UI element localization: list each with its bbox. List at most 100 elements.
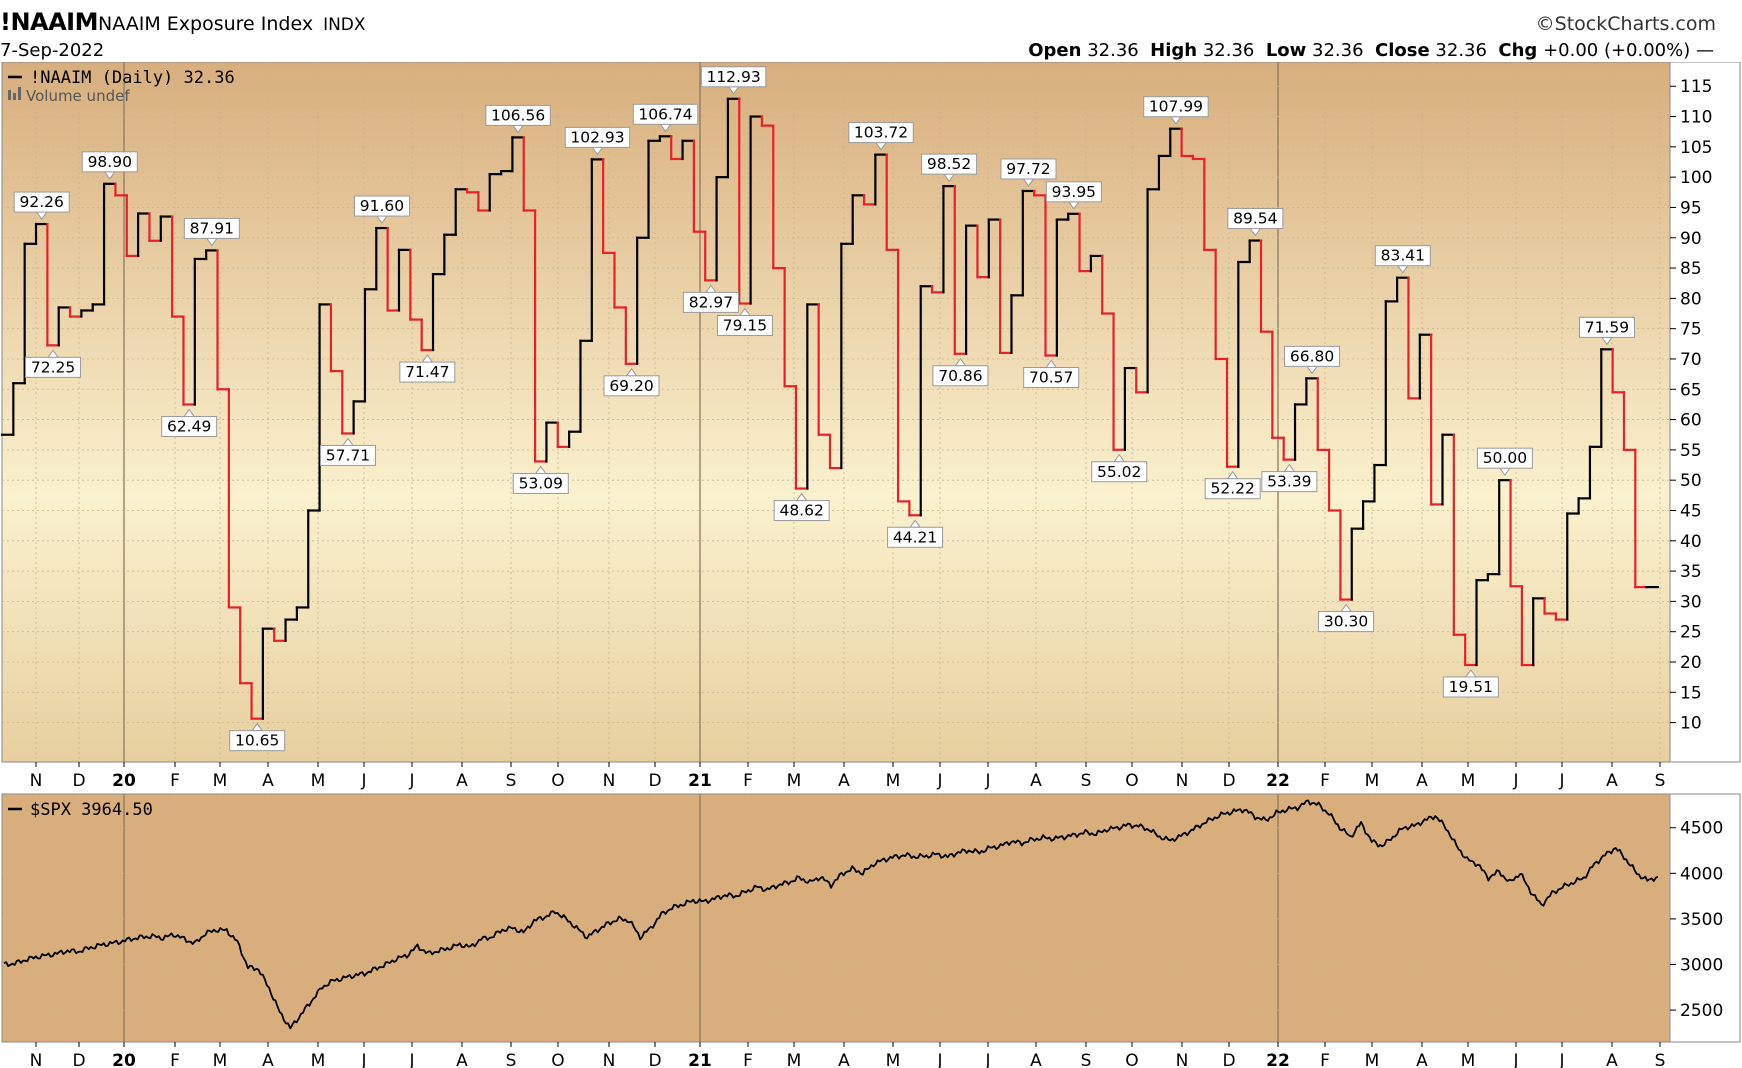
data-label-box	[399, 361, 456, 383]
y-tick-label: 4000	[1680, 864, 1723, 884]
x-tick-label: N	[1176, 1051, 1189, 1068]
data-label-text: 79.15	[723, 317, 767, 335]
open-value: 32.36	[1087, 40, 1139, 61]
data-label-box	[81, 151, 138, 173]
x-tick-label: N	[603, 1051, 616, 1068]
data-label-text: 48.62	[779, 502, 823, 520]
data-label-box	[773, 500, 830, 522]
data-label-box	[887, 526, 944, 548]
x-tick-label: S	[1081, 771, 1092, 791]
x-tick-label: J	[408, 1051, 414, 1068]
x-tick-label: M	[1461, 1051, 1476, 1068]
volume-icon-bar	[13, 93, 16, 100]
y-tick-label: 35	[1680, 562, 1702, 582]
x-tick-label: 21	[688, 771, 712, 791]
naaim-panel[interactable]: 10 15 20 25 30 35 40 45 50 55 60 65 70 75 80 85 90 95 100 1…	[0, 62, 1741, 763]
x-tick-label: A	[1606, 771, 1618, 791]
data-label-box	[319, 444, 376, 466]
x-tick-label: J	[984, 1051, 990, 1068]
legend-volume-label: Volume undef	[26, 87, 130, 105]
data-label: 83.41	[1374, 245, 1431, 274]
x-tick-label: D	[1222, 1051, 1235, 1068]
stockcharts-credit[interactable]: ©StockCharts.com	[1535, 13, 1716, 35]
data-label: 89.54	[1227, 208, 1284, 237]
x-tick-label: N	[30, 771, 43, 791]
data-label-box	[1374, 245, 1431, 267]
x-tick-label: S	[1081, 1051, 1092, 1068]
x-tick-label: 20	[112, 1051, 136, 1068]
x-tick-label: J	[408, 771, 414, 791]
data-label-text: 89.54	[1233, 210, 1277, 228]
y-tick-label: 3500	[1680, 910, 1723, 930]
data-label-text: 69.20	[609, 377, 653, 395]
low-label: Low	[1265, 40, 1307, 61]
y-tick-label: 55	[1680, 441, 1702, 461]
x-tick-label: M	[213, 771, 228, 791]
y-tick-label: 15	[1680, 683, 1702, 703]
x-tick-label: J	[984, 771, 990, 791]
x-tick-label: A	[1606, 1051, 1618, 1068]
symbol-name: NAAIM Exposure Index	[98, 13, 314, 35]
data-label: 82.97	[682, 284, 739, 313]
y-tick-label: 50	[1680, 471, 1702, 491]
legend-label: $SPX 3964.50	[30, 800, 153, 820]
x-tick-label: F	[1320, 1051, 1330, 1068]
data-label-text: 70.57	[1029, 369, 1073, 387]
data-label: 107.99	[1143, 96, 1209, 125]
data-label-box	[1143, 96, 1209, 118]
spx-panel[interactable]: 2500 3000 3500 4000 4500 $SPX 3964.50	[1, 793, 1741, 1043]
high-value: 32.36	[1202, 40, 1255, 61]
data-label-text: 103.72	[854, 124, 908, 142]
naaim-x-axis: N D 20 F M A M J J A S O N D 21 F M A M J J A S O N D 22 F M A M J J A S	[30, 762, 1666, 791]
data-label-text: 62.49	[167, 417, 211, 435]
x-tick-label: J	[360, 771, 366, 791]
data-label: 10.65	[229, 722, 286, 752]
data-label-box	[1442, 676, 1499, 698]
y-tick-label: 95	[1680, 198, 1702, 218]
x-tick-label: J	[1512, 771, 1518, 791]
chart-svg[interactable]: 10 15 20 25 30 35 40 45 50 55 60 65 70 75 80 85 90 95 100 1…	[0, 62, 1742, 1068]
data-label-text: 107.99	[1149, 98, 1203, 116]
y-axis-strip	[1669, 62, 1741, 763]
x-tick-label: D	[648, 771, 661, 791]
y-tick-label: 80	[1680, 289, 1702, 309]
symbol-description: NAAIM Exposure Index INDX	[98, 13, 366, 35]
data-label-text: 93.95	[1052, 183, 1096, 201]
spx-x-axis: N D 20 F M A M J J A S O N D 21 F M A M J J A S O N D 22 F M A M J J A S	[30, 1042, 1665, 1068]
data-label: 69.20	[603, 367, 660, 397]
data-label-box	[632, 103, 699, 125]
x-tick-label: 20	[112, 771, 136, 791]
x-tick-label: O	[1125, 1051, 1138, 1068]
data-label-box	[1000, 158, 1057, 180]
data-label: 48.62	[773, 492, 830, 522]
data-label-text: 82.97	[689, 293, 733, 311]
data-label-box	[1204, 478, 1261, 500]
x-tick-label: F	[1320, 771, 1330, 791]
x-tick-label: M	[787, 771, 802, 791]
data-label: 19.51	[1442, 669, 1499, 698]
data-label-text: 83.41	[1381, 247, 1425, 265]
chg-value: +0.00 (+0.00%)	[1543, 40, 1691, 61]
x-tick-label: M	[886, 771, 901, 791]
data-label-text: 98.52	[927, 155, 971, 173]
data-label-text: 72.25	[31, 358, 75, 376]
data-label: 53.09	[512, 465, 569, 494]
x-tick-label: S	[1655, 771, 1666, 791]
data-label-text: 52.22	[1210, 480, 1254, 498]
x-tick-label: M	[886, 1051, 901, 1068]
data-label: 52.22	[1204, 470, 1261, 500]
data-label-text: 112.93	[706, 68, 760, 86]
data-label-box	[1476, 447, 1533, 469]
data-label-box	[1261, 471, 1318, 493]
data-label: 71.59	[1578, 316, 1635, 346]
data-label-box	[1318, 611, 1375, 633]
data-label-box	[848, 122, 914, 144]
open-label: Open	[1028, 40, 1082, 61]
data-label: 53.39	[1261, 463, 1318, 493]
x-tick-label: A	[1416, 1051, 1428, 1068]
x-tick-label: A	[1030, 771, 1042, 791]
data-label: 72.25	[25, 349, 82, 378]
exchange-label: INDX	[323, 15, 366, 35]
data-label-box	[921, 153, 978, 175]
